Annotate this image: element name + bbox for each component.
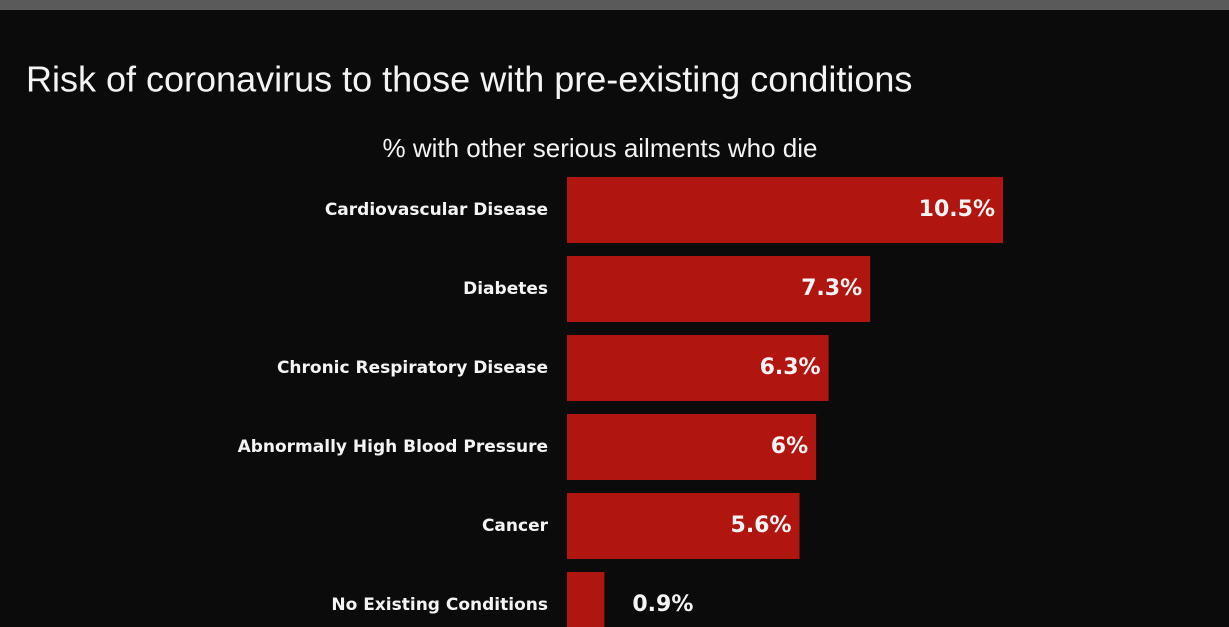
value-label: 6%	[771, 434, 808, 459]
chart-subtitle: % with other serious ailments who die	[383, 133, 818, 163]
value-label: 6.3%	[760, 355, 821, 380]
category-label: Cancer	[482, 516, 549, 536]
bar	[567, 414, 817, 480]
category-label: No Existing Conditions	[331, 595, 548, 615]
value-label: 10.5%	[919, 197, 995, 222]
value-label: 5.6%	[731, 513, 792, 538]
chart-title: Risk of coronavirus to those with pre-ex…	[26, 59, 912, 100]
bar	[567, 493, 800, 559]
value-label: 0.9%	[632, 592, 693, 617]
bar	[567, 177, 1003, 243]
bar	[567, 572, 605, 627]
bar	[567, 256, 871, 322]
category-label: Abnormally High Blood Pressure	[238, 437, 548, 457]
category-label: Diabetes	[463, 279, 548, 299]
screen-edge	[0, 0, 1229, 10]
value-label: 7.3%	[801, 276, 862, 301]
category-label: Cardiovascular Disease	[325, 200, 548, 220]
category-label: Chronic Respiratory Disease	[277, 358, 548, 378]
bar	[567, 335, 829, 401]
